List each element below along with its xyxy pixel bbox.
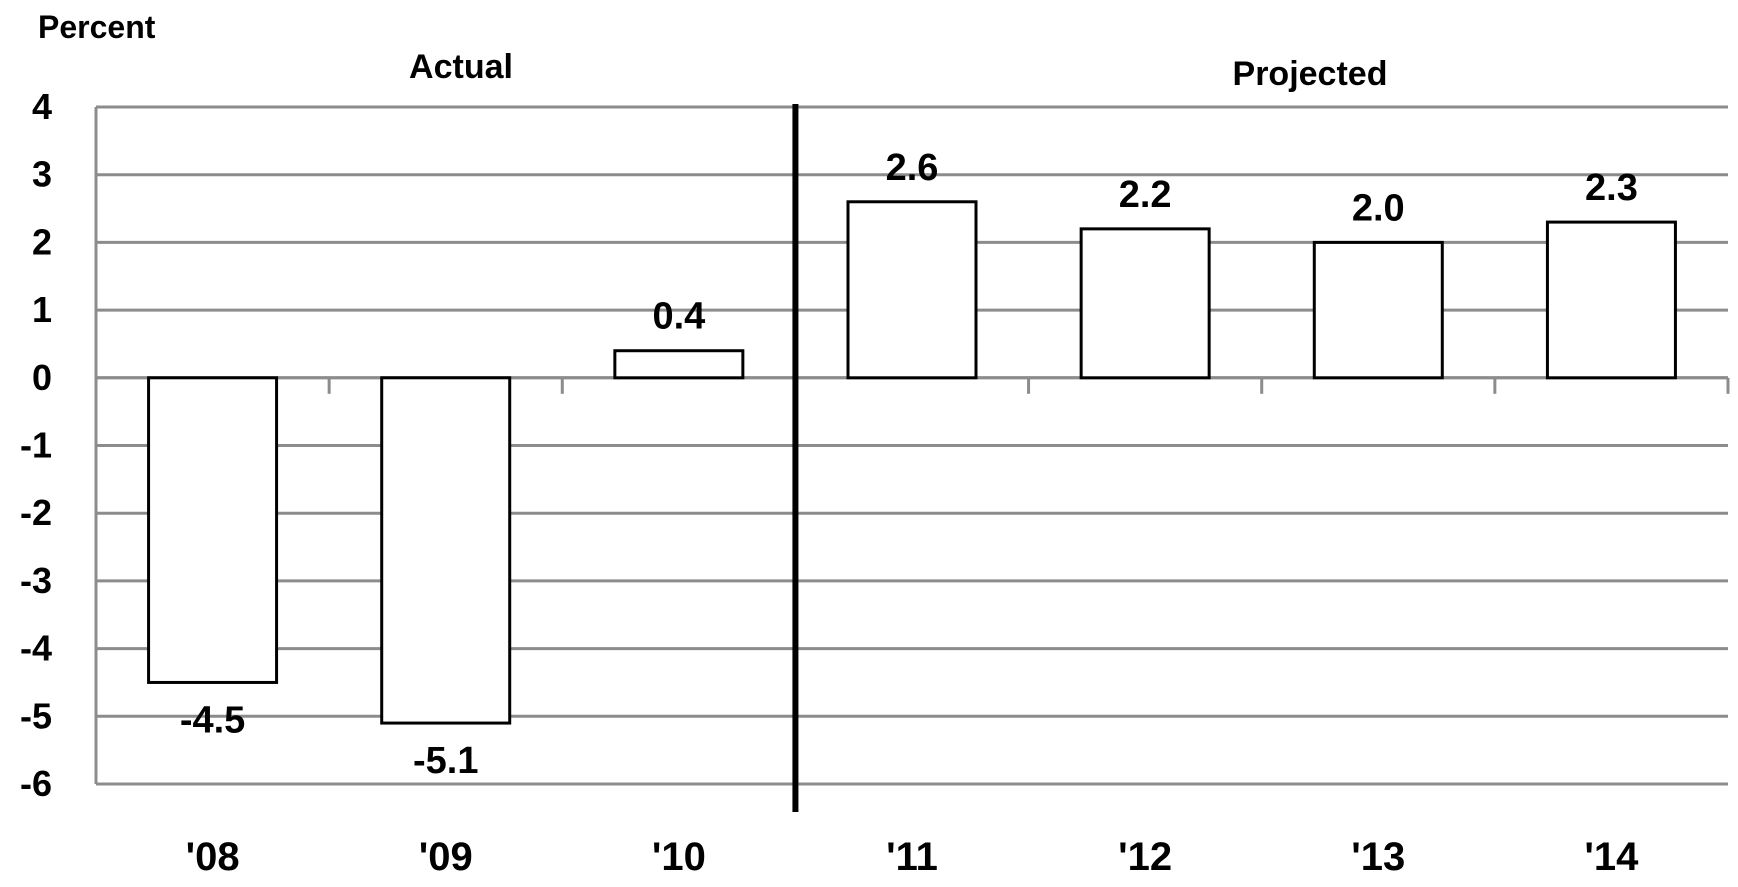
x-tick-label: '14 <box>1584 835 1639 879</box>
labels: 4 3 2 1 0 -1 -2 -3 -4 -5 -6 -4.5 '08 -5.1 '09 0.4 '10 2.6… <box>20 86 1639 879</box>
bar <box>147 376 279 684</box>
y-tick-label: 3 <box>32 154 52 195</box>
data-label: 2.6 <box>886 147 939 189</box>
section-label-actual: Actual <box>409 48 513 86</box>
data-label: 2.0 <box>1352 187 1405 229</box>
bar <box>846 200 978 380</box>
x-tick-label: '11 <box>886 835 938 879</box>
data-label: -4.5 <box>180 699 245 741</box>
section-label-projected: Projected <box>1233 55 1388 93</box>
bar <box>1312 240 1444 380</box>
y-tick-label: 0 <box>32 357 52 398</box>
bars <box>147 200 1677 725</box>
bar <box>1545 220 1677 380</box>
y-tick-label: 1 <box>32 289 52 330</box>
data-label: 0.4 <box>652 296 705 338</box>
y-axis-title: Percent <box>38 9 156 45</box>
y-tick-label: 2 <box>32 221 52 262</box>
y-tick-label: -6 <box>20 763 52 804</box>
x-tick-label: '10 <box>652 835 706 879</box>
bar <box>1079 227 1211 380</box>
data-label: 2.3 <box>1585 167 1638 209</box>
bar <box>380 376 512 725</box>
y-tick-label: -4 <box>20 628 52 669</box>
x-tick-label: '09 <box>419 835 473 879</box>
data-label: -5.1 <box>413 740 478 782</box>
data-label: 2.2 <box>1119 174 1172 216</box>
y-tick-label: -5 <box>20 695 52 736</box>
x-tick-label: '12 <box>1118 835 1172 879</box>
y-tick-label: 4 <box>32 86 52 127</box>
y-tick-label: -1 <box>20 425 52 466</box>
y-tick-label: -2 <box>20 492 52 533</box>
x-tick-label: '08 <box>186 835 240 879</box>
y-tick-label: -3 <box>20 560 52 601</box>
x-tick-label: '13 <box>1351 835 1405 879</box>
bar <box>613 349 745 380</box>
